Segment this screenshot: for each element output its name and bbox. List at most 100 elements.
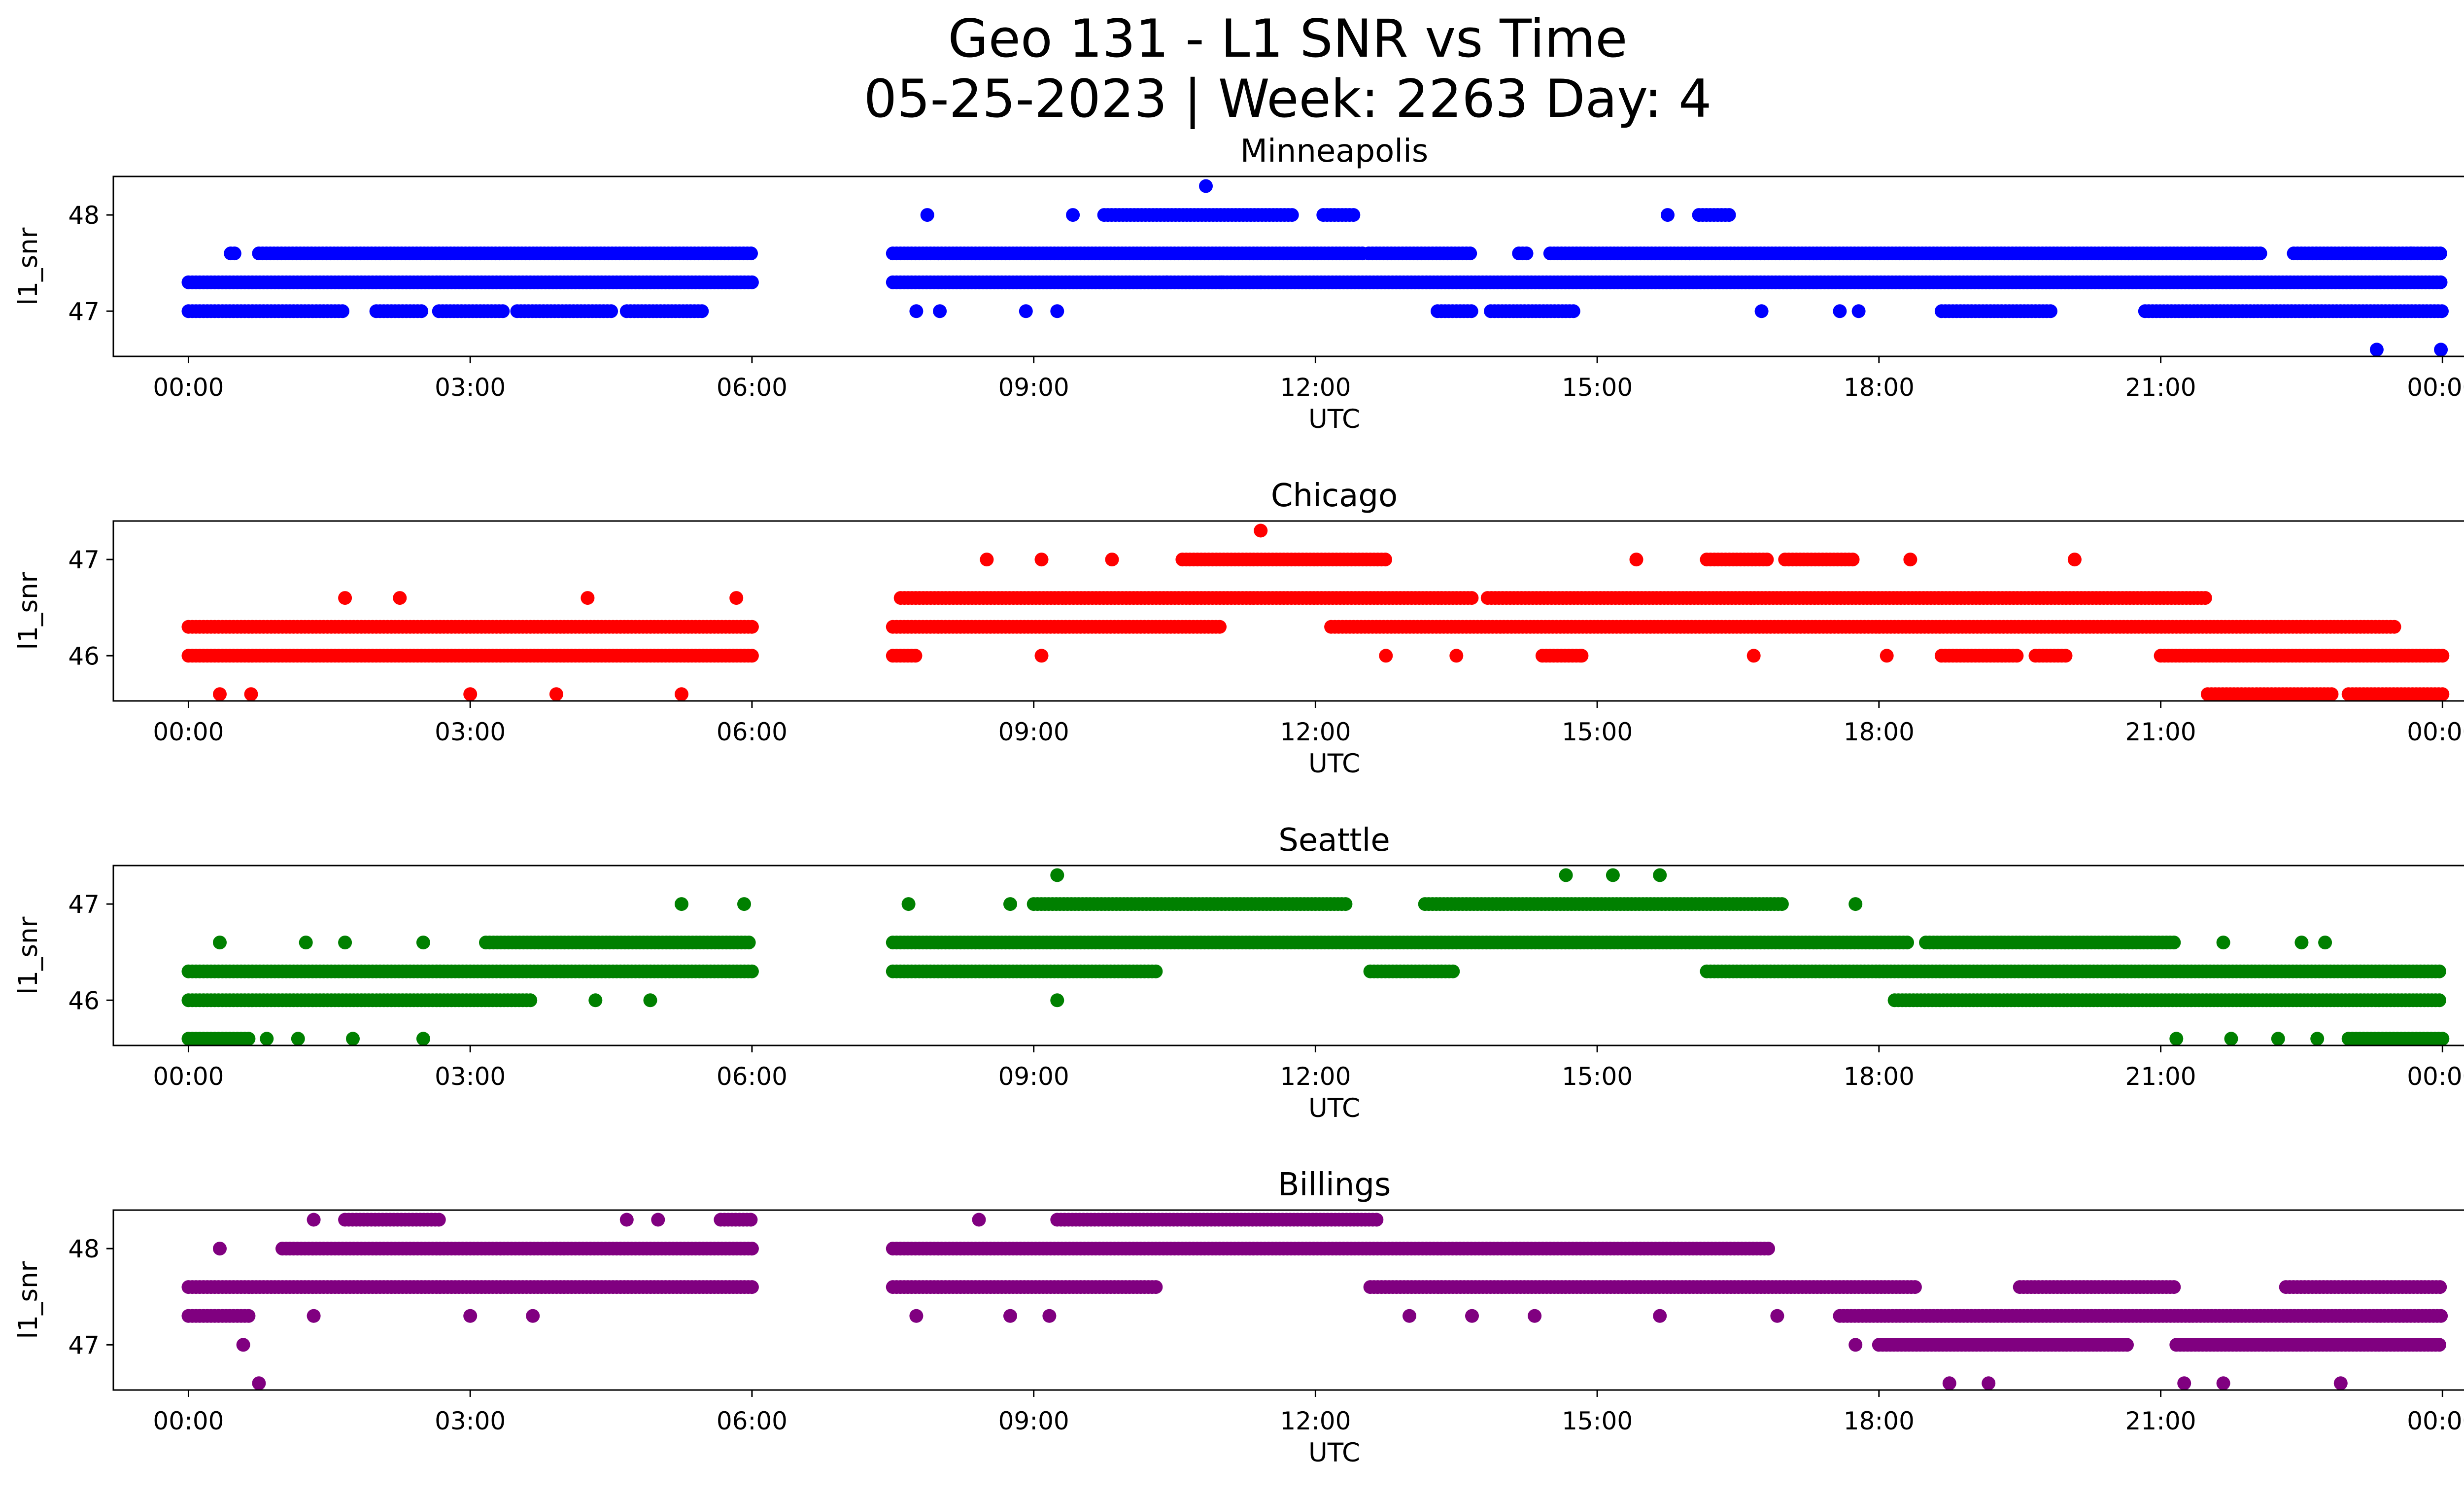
- data-point: [1105, 553, 1119, 567]
- data-point: [1254, 275, 1268, 289]
- data-point: [2432, 964, 2446, 978]
- data-point: [695, 304, 709, 318]
- data-point: [2404, 246, 2418, 261]
- data-point: [2253, 246, 2267, 261]
- data-point: [463, 687, 478, 701]
- data-point: [338, 591, 352, 605]
- figure-title-line1: Geo 131 - L1 SNR vs Time: [948, 8, 1628, 69]
- data-point: [1378, 553, 1392, 567]
- data-point: [1900, 936, 1914, 950]
- data-point: [1003, 897, 1017, 911]
- x-tick-label: 12:00: [1280, 1062, 1351, 1091]
- data-point: [1754, 304, 1769, 318]
- data-point: [729, 591, 744, 605]
- data-point: [1566, 304, 1580, 318]
- y-axis-label: l1_snr: [13, 572, 43, 650]
- data-point: [1149, 964, 1163, 978]
- data-point: [1661, 208, 1675, 222]
- data-point: [496, 304, 510, 318]
- figure-title-line2: 05-25-2023 | Week: 2263 Day: 4: [863, 69, 1712, 129]
- data-point: [213, 936, 227, 950]
- data-point: [2058, 649, 2073, 663]
- x-tick-label: 00:00: [2407, 373, 2464, 402]
- data-point: [1775, 897, 1789, 911]
- x-tick-label: 15:00: [1562, 373, 1633, 402]
- data-point: [241, 1309, 256, 1323]
- data-point: [1851, 304, 1866, 318]
- data-point: [1066, 208, 1080, 222]
- x-tick-label: 03:00: [435, 1062, 506, 1091]
- data-point: [745, 649, 759, 663]
- x-tick-label: 18:00: [1844, 1062, 1915, 1091]
- data-points: [181, 1213, 2448, 1391]
- data-point: [745, 964, 759, 978]
- data-point: [745, 275, 759, 289]
- data-point: [346, 1032, 360, 1046]
- x-tick-label: 21:00: [2125, 1062, 2196, 1091]
- data-point: [338, 936, 352, 950]
- data-point: [1519, 246, 1534, 261]
- data-point: [908, 649, 923, 663]
- y-tick-label: 46: [68, 986, 100, 1015]
- data-point: [2325, 687, 2339, 701]
- data-point: [604, 304, 618, 318]
- data-point: [675, 687, 688, 701]
- x-tick-label: 12:00: [1280, 718, 1351, 746]
- y-tick-label: 47: [68, 297, 100, 326]
- data-point: [1160, 275, 1174, 289]
- data-point: [2224, 1032, 2238, 1046]
- x-tick-label: 12:00: [1280, 373, 1351, 402]
- data-point: [1629, 553, 1643, 567]
- x-tick-label: 18:00: [1844, 718, 1915, 746]
- data-point: [416, 936, 430, 950]
- x-tick-label: 06:00: [717, 718, 787, 746]
- data-point: [1559, 868, 1573, 882]
- y-tick-label: 46: [68, 642, 100, 670]
- data-point: [1149, 1280, 1163, 1294]
- data-point: [1465, 591, 1479, 605]
- data-point: [1722, 208, 1736, 222]
- data-point: [980, 553, 994, 567]
- x-tick-label: 21:00: [2125, 373, 2196, 402]
- data-point: [2167, 1280, 2181, 1294]
- data-point: [581, 591, 595, 605]
- data-point: [1606, 868, 1620, 882]
- data-point: [2435, 687, 2450, 701]
- data-point: [2432, 993, 2446, 1008]
- data-point: [1346, 208, 1361, 222]
- x-tick-label: 09:00: [998, 1062, 1069, 1091]
- data-point: [2435, 1032, 2450, 1046]
- data-point: [2067, 553, 2082, 567]
- y-axis-label: l1_snr: [13, 916, 43, 994]
- data-point: [1034, 553, 1049, 567]
- x-tick-label: 00:00: [153, 718, 224, 746]
- data-point: [2169, 1032, 2184, 1046]
- data-point: [549, 687, 563, 701]
- y-tick-label: 47: [68, 546, 100, 574]
- data-point: [244, 687, 258, 701]
- x-axis-label: UTC: [1308, 404, 1360, 434]
- data-point: [393, 591, 407, 605]
- data-point: [1653, 868, 1667, 882]
- data-point: [2433, 246, 2447, 261]
- data-point: [742, 936, 756, 950]
- x-tick-label: 09:00: [998, 718, 1069, 746]
- data-point: [2434, 343, 2448, 357]
- x-axis-label: UTC: [1308, 1093, 1360, 1123]
- data-point: [1846, 553, 1860, 567]
- x-tick-label: 00:00: [2407, 718, 2464, 746]
- x-tick-label: 06:00: [717, 1062, 787, 1091]
- data-point: [1848, 897, 1863, 911]
- data-point: [2198, 591, 2212, 605]
- data-point: [1338, 897, 1353, 911]
- data-point: [2310, 1032, 2325, 1046]
- data-point: [1908, 1280, 1922, 1294]
- figure-title: Geo 131 - L1 SNR vs Time 05-25-2023 | We…: [0, 9, 2464, 129]
- data-point: [2387, 620, 2401, 634]
- x-tick-label: 00:00: [153, 1062, 224, 1091]
- data-point: [523, 993, 538, 1008]
- x-tick-label: 15:00: [1562, 1062, 1633, 1091]
- y-axis-label: l1_snr: [13, 227, 43, 305]
